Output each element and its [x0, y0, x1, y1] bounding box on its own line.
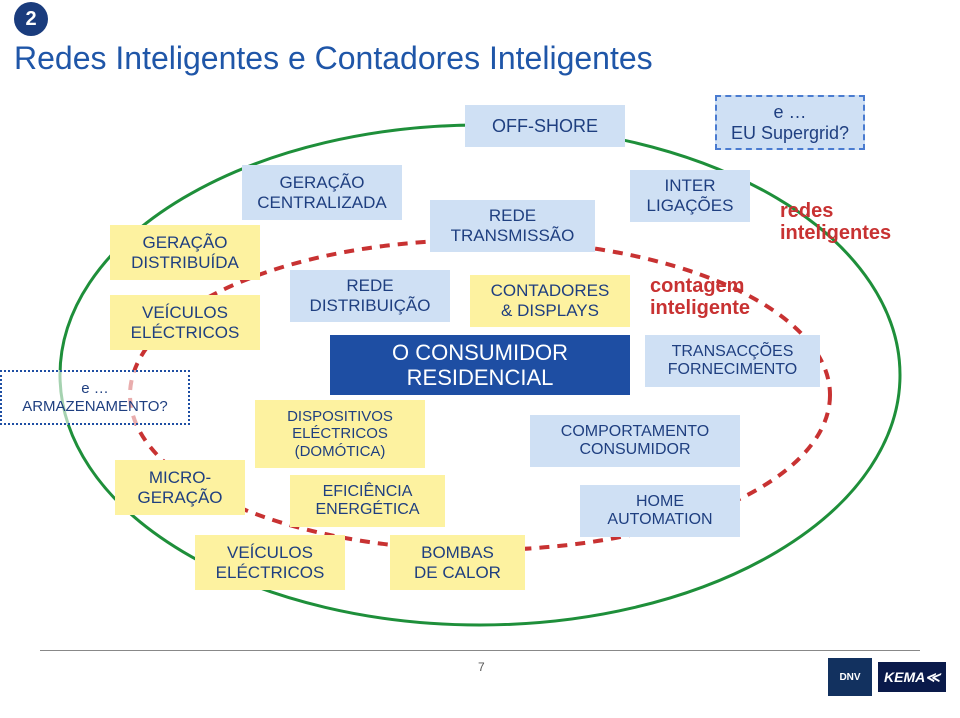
slide-number: 2: [25, 8, 36, 31]
box-inter: INTERLIGAÇÕES: [630, 170, 750, 222]
page-number: 7: [478, 660, 485, 674]
label-redes: redesinteligentes: [780, 200, 891, 244]
slide-number-circle: 2: [14, 2, 48, 36]
footer-rule: [40, 650, 920, 651]
box-micro: MICRO-GERAÇÃO: [115, 460, 245, 515]
box-dispositivos: DISPOSITIVOSELÉCTRICOS(DOMÓTICA): [255, 400, 425, 468]
box-distribuida: GERAÇÃODISTRIBUÍDA: [110, 225, 260, 280]
label-contagem: contageminteligente: [650, 275, 750, 319]
logo-dnv: DNV: [828, 658, 872, 696]
box-contadores: CONTADORES& DISPLAYS: [470, 275, 630, 327]
box-offshore: OFF-SHORE: [465, 105, 625, 147]
page-title: Redes Inteligentes e Contadores Intelige…: [14, 40, 653, 77]
box-home: HOMEAUTOMATION: [580, 485, 740, 537]
box-veiculos2: VEÍCULOSELÉCTRICOS: [195, 535, 345, 590]
box-consumer: O CONSUMIDORRESIDENCIAL: [330, 335, 630, 395]
box-armazen: e …ARMAZENAMENTO?: [0, 370, 190, 425]
box-transmissao: REDETRANSMISSÃO: [430, 200, 595, 252]
box-eficiencia: EFICIÊNCIAENERGÉTICA: [290, 475, 445, 527]
box-supergrid: e …EU Supergrid?: [715, 95, 865, 150]
box-transac: TRANSACÇÕESFORNECIMENTO: [645, 335, 820, 387]
box-bombas: BOMBASDE CALOR: [390, 535, 525, 590]
box-comport: COMPORTAMENTOCONSUMIDOR: [530, 415, 740, 467]
box-centralizada: GERAÇÃOCENTRALIZADA: [242, 165, 402, 220]
box-veiculos1: VEÍCULOSELÉCTRICOS: [110, 295, 260, 350]
box-distribuicao: REDEDISTRIBUIÇÃO: [290, 270, 450, 322]
logo-kema: KEMA≪: [878, 662, 946, 692]
